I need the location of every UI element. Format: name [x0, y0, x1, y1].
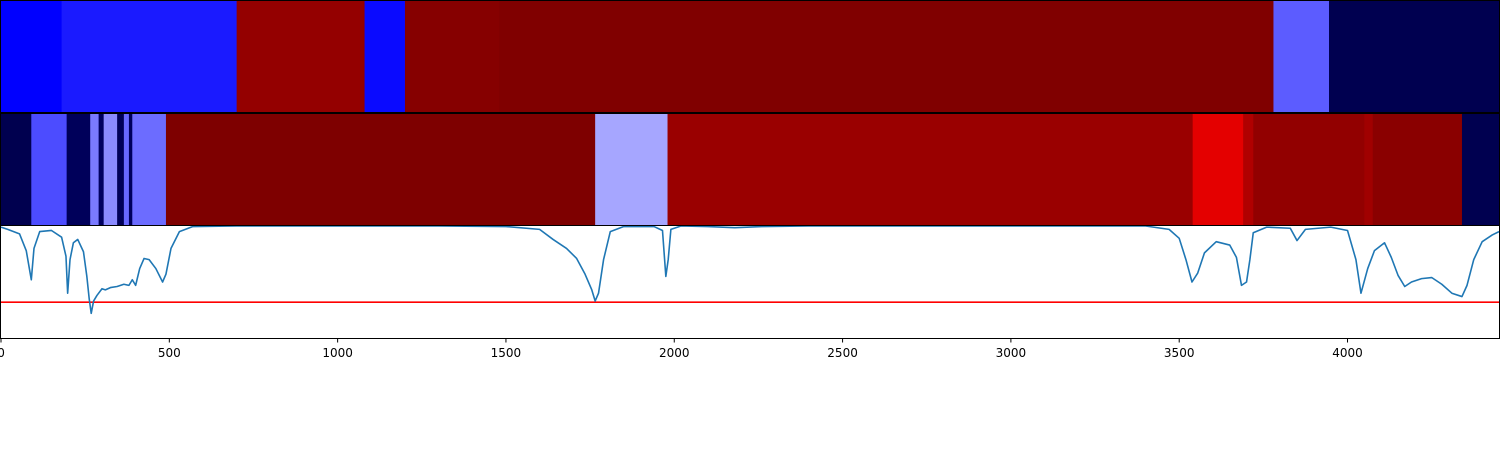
series-line [0, 225, 1500, 315]
heatmap-cell-1-15 [1253, 114, 1365, 225]
heatmap-cell-1-9 [132, 114, 167, 225]
line-plot-background [1, 226, 1499, 338]
heatmap-cell-1-14 [1243, 114, 1254, 225]
heatmap-cell-1-5 [103, 114, 118, 225]
heatmap-cell-0-7 [1329, 1, 1500, 112]
heatmap-cell-0-5 [499, 1, 1274, 112]
x-tick-label-3000: 3000 [996, 346, 1027, 360]
line-plot-panel [0, 225, 1500, 339]
heatmap-cell-0-3 [364, 1, 406, 112]
heatmap-cell-1-0 [1, 114, 32, 225]
x-tick-label-2000: 2000 [659, 346, 690, 360]
x-tick-label-500: 500 [158, 346, 181, 360]
heatmap-cell-1-4 [98, 114, 105, 225]
heatmap-cell-1-16 [1364, 114, 1374, 225]
heatmap-cell-1-12 [667, 114, 1194, 225]
heatmap-cell-0-4 [404, 1, 500, 112]
x-tick-label-4000: 4000 [1332, 346, 1363, 360]
heatmap-band-top [0, 0, 1500, 113]
heatmap-cell-0-6 [1273, 1, 1330, 112]
x-tick-label-2500: 2500 [827, 346, 858, 360]
heatmap-cell-0-1 [61, 1, 238, 112]
heatmap-cell-1-7 [123, 114, 130, 225]
x-tick-label-1500: 1500 [491, 346, 522, 360]
heatmap-cell-0-2 [236, 1, 366, 112]
heatmap-cell-1-3 [90, 114, 100, 225]
heatmap-band-middle [0, 113, 1500, 226]
heatmap-cell-1-2 [66, 114, 91, 225]
heatmap-cell-1-18 [1461, 114, 1500, 225]
heatmap-cell-1-10 [165, 114, 596, 225]
heatmap-cell-1-11 [595, 114, 669, 225]
x-axis: 0 500 1000 1500 2000 2500 3000 3500 4000 [0, 338, 1363, 360]
x-tick-label-0: 0 [0, 346, 5, 360]
x-tick-label-3500: 3500 [1164, 346, 1195, 360]
heatmap-cell-1-1 [31, 114, 68, 225]
heatmap-cell-1-8 [128, 114, 133, 225]
heatmap-cell-1-13 [1192, 114, 1244, 225]
heatmap-cell-1-6 [117, 114, 125, 225]
heatmap-cell-0-0 [1, 1, 63, 112]
x-tick-label-1000: 1000 [322, 346, 353, 360]
heatmap-cell-1-17 [1372, 114, 1463, 225]
